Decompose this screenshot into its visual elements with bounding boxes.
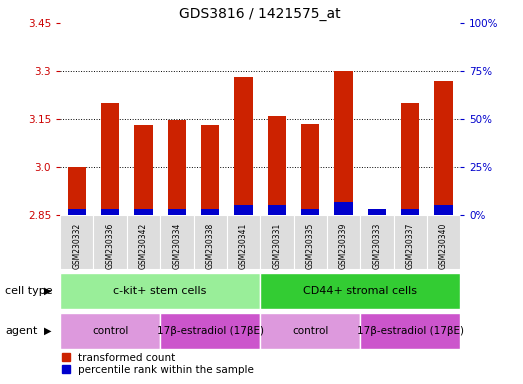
- Text: c-kit+ stem cells: c-kit+ stem cells: [113, 286, 207, 296]
- Bar: [334, 202, 353, 215]
- Title: GDS3816 / 1421575_at: GDS3816 / 1421575_at: [179, 7, 341, 21]
- Bar: [60, 273, 260, 309]
- Bar: [368, 209, 386, 215]
- Text: GSM230341: GSM230341: [239, 223, 248, 269]
- Text: 17β-estradiol (17βE): 17β-estradiol (17βE): [157, 326, 264, 336]
- Bar: [60, 313, 160, 349]
- Bar: [134, 126, 153, 215]
- Text: GSM230331: GSM230331: [272, 223, 281, 269]
- Bar: [234, 205, 253, 215]
- Bar: [360, 313, 460, 349]
- Text: GSM230342: GSM230342: [139, 223, 148, 269]
- Bar: [334, 71, 353, 215]
- Bar: [168, 209, 186, 215]
- Bar: [134, 209, 153, 215]
- Bar: [101, 103, 119, 215]
- Bar: [394, 215, 427, 269]
- Text: agent: agent: [5, 326, 38, 336]
- Bar: [168, 120, 186, 215]
- Text: ▶: ▶: [44, 326, 52, 336]
- Bar: [301, 209, 320, 215]
- Bar: [60, 215, 94, 269]
- Bar: [401, 103, 419, 215]
- Bar: [94, 215, 127, 269]
- Bar: [401, 209, 419, 215]
- Bar: [160, 313, 260, 349]
- Text: GSM230333: GSM230333: [372, 223, 381, 270]
- Bar: [234, 78, 253, 215]
- Text: GSM230335: GSM230335: [306, 223, 315, 270]
- Bar: [127, 215, 160, 269]
- Text: 17β-estradiol (17βE): 17β-estradiol (17βE): [357, 326, 464, 336]
- Bar: [427, 215, 460, 269]
- Bar: [260, 313, 360, 349]
- Bar: [301, 124, 320, 215]
- Bar: [201, 209, 219, 215]
- Bar: [435, 205, 453, 215]
- Bar: [160, 215, 194, 269]
- Bar: [101, 209, 119, 215]
- Bar: [360, 215, 393, 269]
- Text: cell type: cell type: [5, 286, 53, 296]
- Text: GSM230337: GSM230337: [406, 223, 415, 270]
- Bar: [368, 209, 386, 215]
- Text: GSM230332: GSM230332: [72, 223, 81, 269]
- Bar: [260, 215, 293, 269]
- Bar: [435, 81, 453, 215]
- Text: ▶: ▶: [44, 286, 52, 296]
- Text: GSM230334: GSM230334: [173, 223, 181, 270]
- Text: CD44+ stromal cells: CD44+ stromal cells: [303, 286, 417, 296]
- Text: GSM230340: GSM230340: [439, 223, 448, 270]
- Bar: [260, 273, 460, 309]
- Bar: [268, 205, 286, 215]
- Text: GSM230336: GSM230336: [106, 223, 115, 270]
- Text: GSM230339: GSM230339: [339, 223, 348, 270]
- Bar: [268, 116, 286, 215]
- Legend: transformed count, percentile rank within the sample: transformed count, percentile rank withi…: [58, 348, 258, 379]
- Text: GSM230338: GSM230338: [206, 223, 214, 269]
- Bar: [67, 209, 86, 215]
- Bar: [293, 215, 327, 269]
- Text: control: control: [292, 326, 328, 336]
- Bar: [194, 215, 227, 269]
- Bar: [327, 215, 360, 269]
- Bar: [67, 167, 86, 215]
- Bar: [201, 126, 219, 215]
- Bar: [227, 215, 260, 269]
- Text: control: control: [92, 326, 128, 336]
